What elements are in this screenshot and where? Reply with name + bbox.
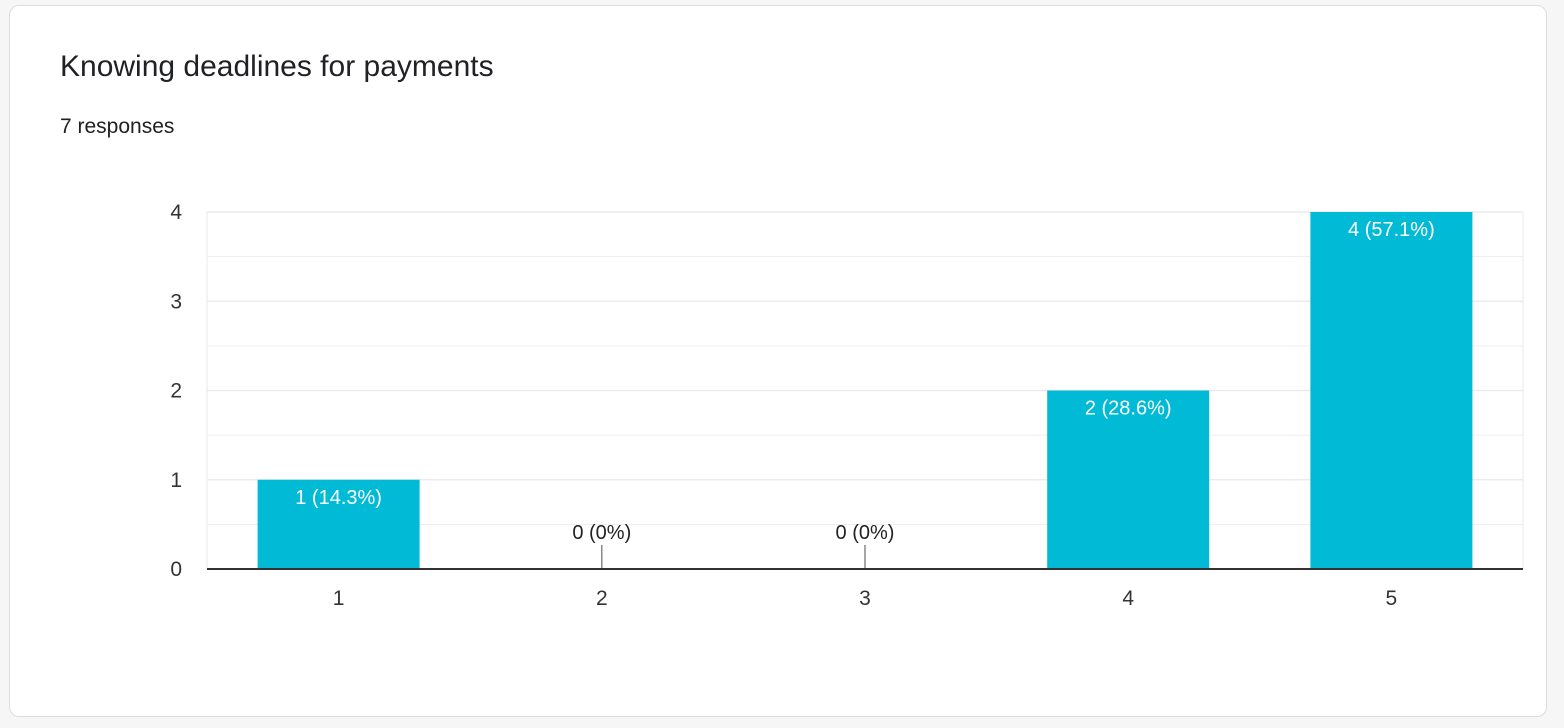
bar-data-label: 2 (28.6%) <box>1085 398 1172 420</box>
x-tick-label: 5 <box>1386 587 1398 610</box>
question-title: Knowing deadlines for payments <box>60 50 494 83</box>
y-tick-label: 0 <box>170 558 182 581</box>
y-tick-label: 2 <box>170 380 182 403</box>
bar-data-label: 0 (0%) <box>572 522 631 544</box>
x-tick-label: 3 <box>859 587 871 610</box>
bar <box>1310 212 1473 569</box>
x-tick-label: 2 <box>596 587 608 610</box>
chart-card: Knowing deadlines for payments 7 respons… <box>9 5 1547 717</box>
response-count: 7 responses <box>60 115 175 138</box>
y-tick-label: 3 <box>170 290 182 313</box>
bar-chart: 0 1 2 3 4 1 (14.3%) 1 0 (0%) 2 0 (0%) 3 2 (28.6%) 4 4… <box>170 201 1524 610</box>
y-tick-label: 1 <box>170 469 182 492</box>
y-tick-label: 4 <box>170 201 182 224</box>
bar-data-label: 0 (0%) <box>836 522 895 544</box>
bar-data-label: 4 (57.1%) <box>1348 219 1435 241</box>
x-tick-label: 1 <box>333 587 345 610</box>
bar-data-label: 1 (14.3%) <box>295 487 382 509</box>
bar <box>257 479 420 569</box>
x-tick-label: 4 <box>1122 587 1134 610</box>
bar <box>1047 390 1210 569</box>
